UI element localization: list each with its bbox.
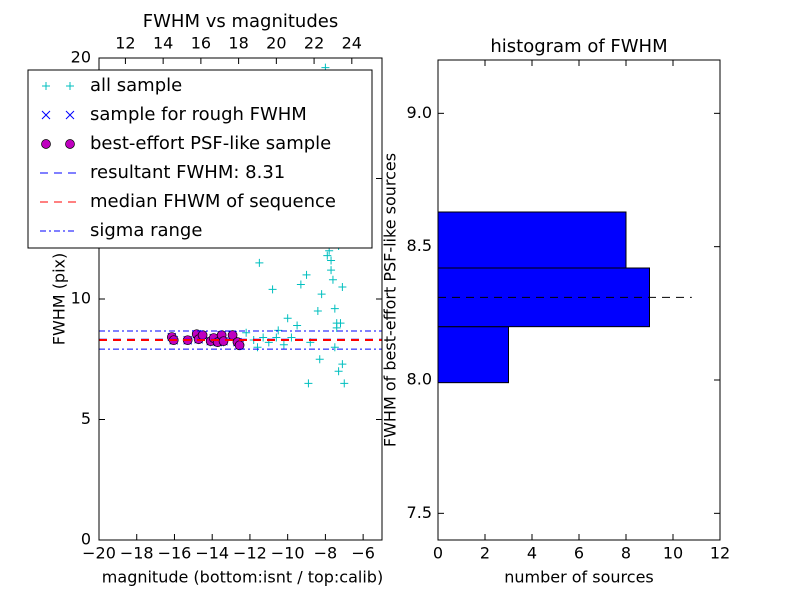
legend-marker (65, 139, 75, 149)
x-axis-label: magnitude (bottom:isnt / top:calib) (102, 568, 383, 587)
point (302, 270, 311, 279)
y-axis-label: FWHM (pix) (50, 253, 69, 346)
point (327, 256, 336, 265)
point (327, 266, 336, 275)
x-tick-label: 12 (710, 544, 730, 563)
point (340, 379, 349, 388)
point (313, 307, 322, 316)
x-tick-label: 8 (621, 544, 631, 563)
legend-label: median FHWM of sequence (90, 191, 336, 212)
x-tick-label: −16 (158, 544, 192, 563)
point (272, 333, 281, 342)
point (279, 340, 288, 349)
legend-label: resultant FWHM: 8.31 (90, 162, 285, 183)
x2-tick-label: 20 (266, 34, 286, 53)
x-tick-label: 6 (574, 544, 584, 563)
chart-title: histogram of FWHM (490, 36, 667, 57)
x-axis-label: number of sources (504, 568, 654, 587)
bar (437, 211, 627, 269)
point (334, 367, 343, 376)
point (283, 314, 292, 323)
point (330, 304, 339, 313)
x-tick-label: 4 (527, 544, 537, 563)
x-tick-label: 0 (433, 544, 443, 563)
legend-label: all sample (90, 75, 182, 96)
legend-marker (42, 82, 50, 90)
x-tick-label: 2 (480, 544, 490, 563)
x-tick-label: −20 (82, 544, 116, 563)
point (338, 360, 347, 369)
point (197, 330, 208, 340)
x-tick-label: −8 (314, 544, 338, 563)
x-tick-label: −6 (351, 544, 375, 563)
x2-tick-label: 18 (228, 34, 248, 53)
point (328, 275, 337, 284)
y-tick-label: 20 (71, 48, 91, 67)
y-tick-label: 0 (81, 530, 91, 549)
legend-marker (66, 82, 74, 90)
point (287, 333, 296, 342)
y-tick-label: 8.5 (407, 236, 432, 255)
axes-frame (437, 59, 721, 541)
x-tick-label: 10 (663, 544, 683, 563)
x-tick-label: −14 (195, 544, 229, 563)
legend-marker (41, 139, 51, 149)
legend-label: sigma range (90, 220, 202, 241)
point (330, 343, 339, 352)
x2-tick-label: 12 (115, 34, 135, 53)
point (259, 333, 268, 342)
point (268, 285, 277, 294)
point (255, 258, 264, 267)
axes-frame (98, 57, 383, 541)
point (304, 379, 313, 388)
y-tick-label: 7.5 (407, 503, 432, 522)
legend-label: best-effort PSF-like sample (90, 133, 331, 154)
legend-marker (65, 110, 75, 120)
y-tick-label: 5 (81, 409, 91, 428)
point (253, 343, 262, 352)
chart-title: FWHM vs magnitudes (143, 11, 338, 32)
point (315, 355, 324, 364)
y-tick-label: 8.0 (407, 370, 432, 389)
point (332, 323, 341, 332)
y-axis-label: FWHM of best-effort PSF-like sources (381, 153, 400, 447)
legend: all sample sample for rough FWHM best-effo… (27, 69, 373, 249)
y-tick-label: 10 (71, 289, 91, 308)
point (234, 340, 245, 351)
point (293, 321, 302, 330)
point (296, 280, 305, 289)
point (274, 326, 283, 335)
point (218, 336, 229, 347)
legend-label: sample for rough FWHM (90, 104, 307, 125)
point (317, 290, 326, 299)
x-tick-label: −12 (233, 544, 267, 563)
x2-tick-label: 14 (153, 34, 173, 53)
x2-tick-label: 22 (304, 34, 324, 53)
x-tick-label: −18 (120, 544, 154, 563)
point (336, 319, 345, 328)
point (323, 251, 332, 260)
legend-marker (41, 110, 51, 120)
y-tick-label: 9.0 (407, 103, 432, 122)
point (242, 328, 251, 337)
x2-tick-label: 16 (191, 34, 211, 53)
x-tick-label: −10 (271, 544, 305, 563)
bar (437, 326, 509, 384)
point (338, 282, 347, 291)
legend-box (27, 69, 373, 249)
x2-tick-label: 24 (342, 34, 362, 53)
